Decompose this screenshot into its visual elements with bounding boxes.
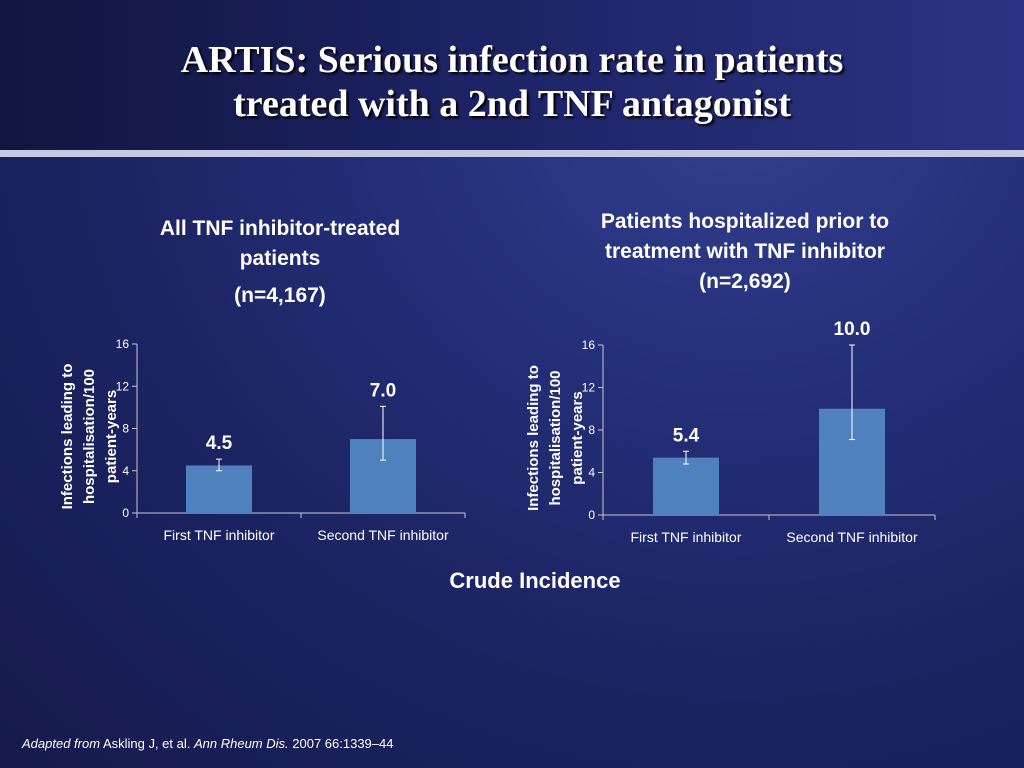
left-chart-heading: All TNF inhibitor-treated patients (n=4,… xyxy=(120,214,440,311)
right-chart-y-axis-label-line: patient-years xyxy=(569,391,586,484)
citation-journal: Ann Rheum Dis. xyxy=(193,736,289,751)
right-chart-title-line-2: treatment with TNF inhibitor xyxy=(605,240,885,263)
left-chart-subtitle: (n=4,167) xyxy=(234,284,326,307)
right-chart-category-label: First TNF inhibitor xyxy=(631,529,742,545)
right-chart-y-axis-label-line: Infections leading to xyxy=(525,365,542,511)
left-chart-data-label: 7.0 xyxy=(370,380,396,401)
left-chart-category-label: First TNF inhibitor xyxy=(164,527,275,543)
right-chart-y-tick-label: 16 xyxy=(582,338,596,352)
citation-prefix: Adapted from xyxy=(22,736,101,751)
left-chart-bar xyxy=(186,465,252,513)
left-chart-data-label: 4.5 xyxy=(206,433,233,454)
left-chart-y-tick-label: 4 xyxy=(122,464,129,478)
left-chart-y-axis-label-line: Infections leading to xyxy=(59,364,76,510)
left-chart-y-tick-label: 12 xyxy=(116,379,130,393)
right-chart-y-tick-label: 4 xyxy=(588,466,595,480)
citation-authors: Askling J, et al. xyxy=(100,736,194,751)
left-chart-y-axis-label-line: patient-years xyxy=(103,390,120,483)
right-chart-data-label: 5.4 xyxy=(673,425,700,446)
left-chart-y-axis-label-line: hospitalisation/100 xyxy=(81,369,98,504)
crude-incidence-label: Crude Incidence xyxy=(449,568,621,593)
left-chart-category-label: Second TNF inhibitor xyxy=(317,527,449,543)
citation: Adapted from Askling J, et al. Ann Rheum… xyxy=(22,736,393,751)
right-bar-chart: Infections leading to hospitalisation/100… xyxy=(525,319,936,545)
slide-title-line-2: treated with a 2nd TNF antagonist xyxy=(233,83,791,125)
title-divider xyxy=(0,150,1024,157)
right-chart-category-label: Second TNF inhibitor xyxy=(786,529,918,545)
left-chart-y-axis-label: Infections leading to hospitalisation/100… xyxy=(59,364,120,510)
right-chart-heading: Patients hospitalized prior to treatment… xyxy=(555,207,935,297)
right-chart-title-line-1: Patients hospitalized prior to xyxy=(600,210,890,233)
left-chart-y-tick-label: 16 xyxy=(116,337,130,351)
slide-title-line-1: ARTIS: Serious infection rate in patient… xyxy=(180,39,844,81)
left-chart-title-line-2: patients xyxy=(239,247,321,270)
slide-title: ARTIS: Serious infection rate in patient… xyxy=(40,38,984,126)
right-chart-bar xyxy=(653,457,719,515)
left-chart-y-tick-label: 0 xyxy=(122,506,129,520)
right-chart-title-line-3: (n=2,692) xyxy=(699,270,791,293)
right-chart-y-axis-label-line: hospitalisation/100 xyxy=(547,370,564,505)
right-chart-data-label: 10.0 xyxy=(834,319,871,340)
title-band xyxy=(0,0,1024,150)
right-chart-y-axis-label: Infections leading to hospitalisation/100… xyxy=(525,365,586,511)
left-chart-y-tick-label: 8 xyxy=(122,422,129,436)
right-chart-y-tick-label: 8 xyxy=(588,423,595,437)
left-chart-title-line-1: All TNF inhibitor-treated xyxy=(159,217,401,240)
right-chart-y-tick-label: 12 xyxy=(582,381,596,395)
left-bar-chart: Infections leading to hospitalisation/100… xyxy=(59,337,466,543)
right-chart-y-tick-label: 0 xyxy=(588,508,595,522)
citation-details: 2007 66:1339–44 xyxy=(288,736,394,751)
